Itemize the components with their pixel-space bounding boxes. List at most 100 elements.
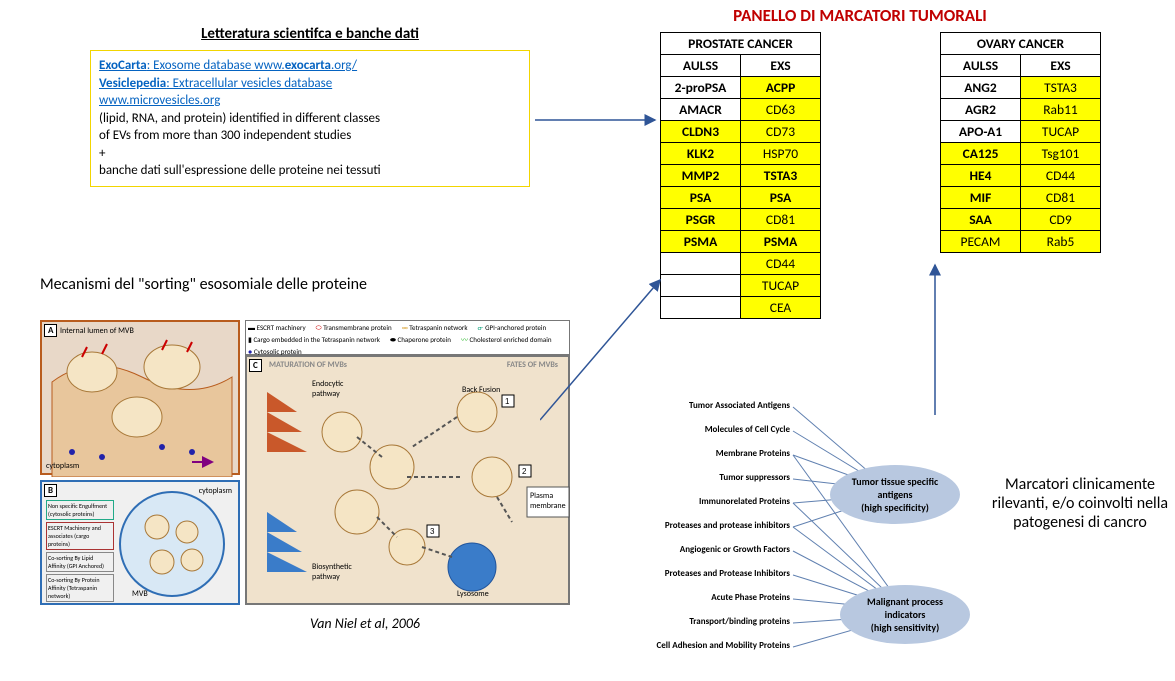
bubble-sensitivity: Malignant processindicators(high sensiti… bbox=[840, 585, 970, 644]
table-title: OVARY CANCER bbox=[941, 33, 1101, 55]
ovary-table: OVARY CANCERAULSSEXSANG2TSTA3AGR2Rab11AP… bbox=[940, 32, 1101, 253]
cell-aulss: SAA bbox=[941, 209, 1021, 231]
cell-exs: PSMA bbox=[741, 231, 821, 253]
cell-aulss: AMACR bbox=[661, 99, 741, 121]
cell-exs: CEA bbox=[741, 297, 821, 319]
table-row: PSAPSA bbox=[661, 187, 821, 209]
prostate-table-wrap: PROSTATE CANCERAULSSEXS2-proPSAACPPAMACR… bbox=[660, 32, 821, 319]
db-line2: of EVs from more than 300 independent st… bbox=[99, 127, 521, 145]
mechanisms-title: Mecanismi del "sorting" esosomiale delle… bbox=[40, 275, 570, 294]
table-row: PECAMRab5 bbox=[941, 231, 1101, 253]
svg-text:3: 3 bbox=[430, 527, 435, 536]
cell-exs: TUCAP bbox=[741, 275, 821, 297]
db-line3: banche dati sull'espressione delle prote… bbox=[99, 162, 521, 180]
cell-exs: Rab11 bbox=[1021, 99, 1101, 121]
table-row: KLK2HSP70 bbox=[661, 143, 821, 165]
cell-exs: PSA bbox=[741, 187, 821, 209]
cell-aulss: PSMA bbox=[661, 231, 741, 253]
cell-aulss: PSA bbox=[661, 187, 741, 209]
panel-c: C MATURATION OF MVBs FATES OF MVBs 1 2 3 bbox=[245, 355, 570, 605]
cell-aulss: ANG2 bbox=[941, 77, 1021, 99]
cell-aulss: APO-A1 bbox=[941, 121, 1021, 143]
table-row: MIFCD81 bbox=[941, 187, 1101, 209]
cell-aulss: MMP2 bbox=[661, 165, 741, 187]
col-aulss: AULSS bbox=[941, 55, 1021, 77]
cell-aulss: PSGR bbox=[661, 209, 741, 231]
literature-title: Letteratura scientifca e banche dati bbox=[90, 25, 530, 43]
cell-aulss: AGR2 bbox=[941, 99, 1021, 121]
cell-exs: HSP70 bbox=[741, 143, 821, 165]
concept-label: Cell Adhesion and Mobility Proteins bbox=[615, 640, 790, 651]
microvesicles-link[interactable]: www.microvesicles.org bbox=[99, 93, 220, 108]
cell-aulss bbox=[661, 297, 741, 319]
cell-aulss: MIF bbox=[941, 187, 1021, 209]
cell-exs: CD81 bbox=[1021, 187, 1101, 209]
cell-exs: TSTA3 bbox=[741, 165, 821, 187]
cell-exs: CD9 bbox=[1021, 209, 1101, 231]
cell-aulss bbox=[661, 275, 741, 297]
panel-b: B Non specific Engulfment (cytosolic pro… bbox=[40, 480, 240, 605]
cell-exs: CD44 bbox=[741, 253, 821, 275]
table-row: CEA bbox=[661, 297, 821, 319]
cell-exs: TUCAP bbox=[1021, 121, 1101, 143]
table-row: APO-A1TUCAP bbox=[941, 121, 1101, 143]
svg-text:1: 1 bbox=[505, 397, 510, 406]
exocarta-link[interactable]: ExoCarta: Exosome database www.exocarta.… bbox=[99, 58, 357, 73]
concept-label: Transport/binding proteins bbox=[615, 616, 790, 627]
concept-label: Proteases and Protease Inhibitors bbox=[615, 568, 790, 579]
cell-aulss: CLDN3 bbox=[661, 121, 741, 143]
cell-aulss: PECAM bbox=[941, 231, 1021, 253]
cell-exs: ACPP bbox=[741, 77, 821, 99]
concept-label: Membrane Proteins bbox=[615, 448, 790, 459]
cell-exs: Rab5 bbox=[1021, 231, 1101, 253]
panel-a: A Internal lumen of MVB cytoplasm bbox=[40, 320, 240, 475]
bubble-specificity: Tumor tissue specificantigens(high speci… bbox=[830, 465, 960, 524]
concept-label: Acute Phase Proteins bbox=[615, 592, 790, 603]
arrow-lit-to-table bbox=[535, 105, 665, 135]
cell-aulss: KLK2 bbox=[661, 143, 741, 165]
cell-aulss: 2-proPSA bbox=[661, 77, 741, 99]
table-row: ANG2TSTA3 bbox=[941, 77, 1101, 99]
table-row: AGR2Rab11 bbox=[941, 99, 1101, 121]
figure-legend: ▬ ESCRT machinery ⬭ Transmembrane protei… bbox=[245, 320, 570, 355]
col-exs: EXS bbox=[741, 55, 821, 77]
figure-citation: Van Niel et al, 2006 bbox=[240, 615, 490, 632]
table-row: AMACRCD63 bbox=[661, 99, 821, 121]
col-exs: EXS bbox=[1021, 55, 1101, 77]
clinical-markers-text: Marcatori clinicamente rilevanti, e/o co… bbox=[990, 475, 1170, 532]
cell-exs: TSTA3 bbox=[1021, 77, 1101, 99]
concept-label: Proteases and protease inhibitors bbox=[615, 520, 790, 531]
concept-label: Angiogenic or Growth Factors bbox=[615, 544, 790, 555]
concept-label: Tumor suppressors bbox=[615, 472, 790, 483]
table-row: SAACD9 bbox=[941, 209, 1101, 231]
table-row: TUCAP bbox=[661, 275, 821, 297]
col-aulss: AULSS bbox=[661, 55, 741, 77]
table-title: PROSTATE CANCER bbox=[661, 33, 821, 55]
mechanisms-figure: ▬ ESCRT machinery ⬭ Transmembrane protei… bbox=[40, 320, 570, 610]
panel-title: PANELLO DI MARCATORI TUMORALI bbox=[640, 5, 1080, 26]
svg-text:2: 2 bbox=[522, 467, 527, 476]
table-row: CD44 bbox=[661, 253, 821, 275]
ovary-table-wrap: OVARY CANCERAULSSEXSANG2TSTA3AGR2Rab11AP… bbox=[940, 32, 1101, 253]
table-row: PSGRCD81 bbox=[661, 209, 821, 231]
concept-label: Tumor Associated Antigens bbox=[615, 400, 790, 411]
concept-label: Immunorelated Proteins bbox=[615, 496, 790, 507]
prostate-table: PROSTATE CANCERAULSSEXS2-proPSAACPPAMACR… bbox=[660, 32, 821, 319]
table-row: MMP2TSTA3 bbox=[661, 165, 821, 187]
concept-diagram: Tumor Associated Antigens Molecules of Ce… bbox=[615, 395, 985, 675]
cell-exs: CD81 bbox=[741, 209, 821, 231]
cell-exs: CD73 bbox=[741, 121, 821, 143]
cell-exs: Tsg101 bbox=[1021, 143, 1101, 165]
cell-aulss bbox=[661, 253, 741, 275]
db-line1: (lipid, RNA, and protein) identified in … bbox=[99, 110, 521, 128]
cell-aulss: CA125 bbox=[941, 143, 1021, 165]
cell-aulss: HE4 bbox=[941, 165, 1021, 187]
concept-label: Molecules of Cell Cycle bbox=[615, 424, 790, 435]
database-box: ExoCarta: Exosome database www.exocarta.… bbox=[90, 50, 530, 187]
cell-exs: CD44 bbox=[1021, 165, 1101, 187]
table-row: 2-proPSAACPP bbox=[661, 77, 821, 99]
table-row: HE4CD44 bbox=[941, 165, 1101, 187]
table-row: CLDN3CD73 bbox=[661, 121, 821, 143]
vesiclepedia-link[interactable]: Vesiclepedia: Extracellular vesicles dat… bbox=[99, 76, 332, 91]
cell-exs: CD63 bbox=[741, 99, 821, 121]
